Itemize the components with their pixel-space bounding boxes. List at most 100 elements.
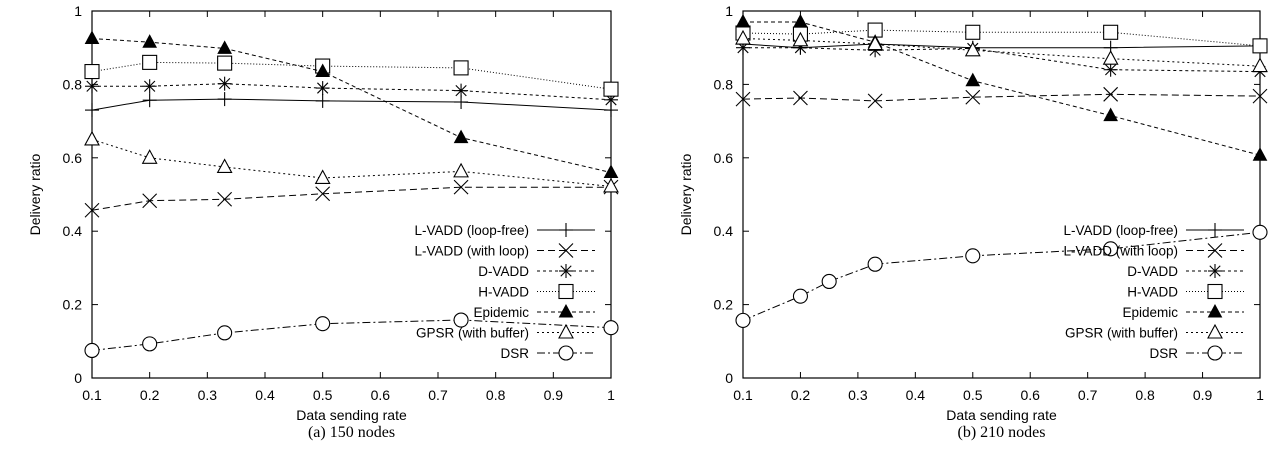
data-point	[84, 130, 100, 146]
series-line	[742, 43, 1261, 49]
data-point	[217, 92, 232, 107]
data-point	[84, 30, 100, 45]
x-tick-label: 0.7	[428, 387, 448, 403]
data-point	[141, 149, 158, 164]
data-point	[85, 79, 99, 94]
series-line	[742, 38, 1261, 67]
data-point	[217, 55, 233, 71]
x-axis-title: Data sending rate	[946, 407, 1057, 423]
series-b-5	[735, 29, 1268, 73]
series-b-4	[735, 13, 1268, 161]
x-tick-label: 0.9	[1193, 387, 1213, 403]
legend-marker	[1207, 283, 1223, 300]
legend-marker	[1208, 223, 1222, 237]
data-point	[735, 29, 751, 45]
legend-label: GPSR (with buffer)	[1065, 326, 1178, 341]
data-point	[965, 72, 981, 87]
x-tick-label: 1	[1256, 387, 1264, 403]
legend-item: H-VADD	[478, 283, 595, 300]
chart-b-210-nodes: 0.1 0.2 0.3 0.4 0.5 0.6 0.7 0.8 0.9 1 0 0.2 0.4 0.6 0.…	[678, 3, 1268, 441]
legend-item: DSR	[1149, 345, 1244, 361]
legend-label: L-VADD (with loop)	[1063, 244, 1178, 259]
data-point	[217, 191, 233, 207]
data-point	[142, 93, 157, 108]
data-point	[1252, 88, 1268, 104]
legend-label: L-VADD (loop-free)	[414, 223, 529, 238]
data-point	[792, 288, 808, 304]
legend-marker	[558, 323, 574, 339]
series-b-1	[735, 86, 1268, 109]
legend-item: GPSR (with buffer)	[416, 323, 595, 341]
x-tick-label: 0.2	[791, 387, 811, 403]
series-line	[91, 319, 612, 351]
chart-caption: (a) 150 nodes	[308, 424, 395, 441]
data-point	[603, 320, 619, 336]
legend-item: H-VADD	[1127, 283, 1244, 300]
data-point	[1252, 57, 1268, 73]
y-axis-title: Delivery ratio	[678, 153, 694, 235]
y-tick-label: 1	[74, 3, 82, 19]
series-line	[743, 47, 1261, 73]
data-point	[867, 93, 883, 109]
series-line	[91, 98, 612, 111]
y-tick-label: 0.6	[63, 150, 83, 166]
data-point	[735, 13, 751, 28]
data-point	[867, 35, 884, 51]
data-point	[793, 90, 808, 106]
legend-marker	[559, 223, 573, 237]
chart-a-150-nodes: 0.1 0.2 0.3 0.4 0.5 0.6 0.7 0.8 0.9 1 0 0.2 0.4 0.6 0.…	[27, 3, 619, 441]
series-a-2	[85, 76, 618, 107]
data-point	[217, 76, 232, 91]
data-point	[217, 40, 232, 54]
series-line	[91, 61, 612, 90]
data-point	[84, 64, 100, 80]
legend-item: L-VADD (with loop)	[1063, 243, 1244, 259]
legend-label: Epidemic	[473, 305, 529, 320]
x-tick-label: 0.1	[82, 387, 102, 403]
x-tick-label: 0.6	[1020, 387, 1040, 403]
series-a-4	[84, 30, 619, 178]
data-point	[315, 316, 331, 332]
legend-marker	[558, 243, 574, 258]
legend: L-VADD (loop-free) L-VADD (with loop) D-VA…	[1063, 223, 1244, 361]
legend-marker	[558, 283, 574, 300]
legend-label: D-VADD	[478, 264, 529, 279]
data-point	[453, 60, 469, 76]
data-point	[1103, 62, 1118, 77]
data-point	[217, 325, 233, 341]
data-point	[735, 91, 751, 107]
legend-label: DSR	[1149, 346, 1178, 361]
series-a-1	[84, 179, 619, 218]
data-point	[142, 54, 158, 70]
legend-item: Epidemic	[473, 303, 595, 320]
series-line	[742, 93, 1261, 102]
data-point	[453, 162, 469, 178]
y-tick-label: 0.4	[714, 223, 734, 239]
plot-frame	[91, 10, 612, 379]
x-axis-title: Data sending rate	[296, 407, 407, 423]
data-point	[315, 63, 331, 78]
data-point	[84, 202, 100, 218]
legend-marker	[558, 303, 574, 318]
legend-marker	[559, 264, 573, 278]
series-line	[742, 29, 1261, 47]
y-tick-label: 0	[74, 370, 82, 386]
data-point	[315, 186, 331, 202]
y-tick-label: 1	[725, 3, 733, 19]
data-point	[1103, 107, 1118, 122]
legend-label: H-VADD	[1127, 285, 1178, 300]
x-tick-label: 0.5	[963, 387, 983, 403]
data-point	[454, 83, 469, 98]
x-tick-label: 0.7	[1078, 387, 1098, 403]
plot-frame	[742, 10, 1261, 379]
data-point	[964, 41, 981, 57]
x-tick-label: 0.8	[486, 387, 506, 403]
legend-marker	[1208, 264, 1222, 278]
y-tick-label: 0.6	[714, 150, 734, 166]
y-tick-label: 0.2	[714, 297, 734, 313]
data-point	[142, 79, 157, 94]
x-tick-label: 0.8	[1135, 387, 1155, 403]
legend-label: GPSR (with buffer)	[416, 326, 529, 341]
data-point	[965, 248, 981, 264]
